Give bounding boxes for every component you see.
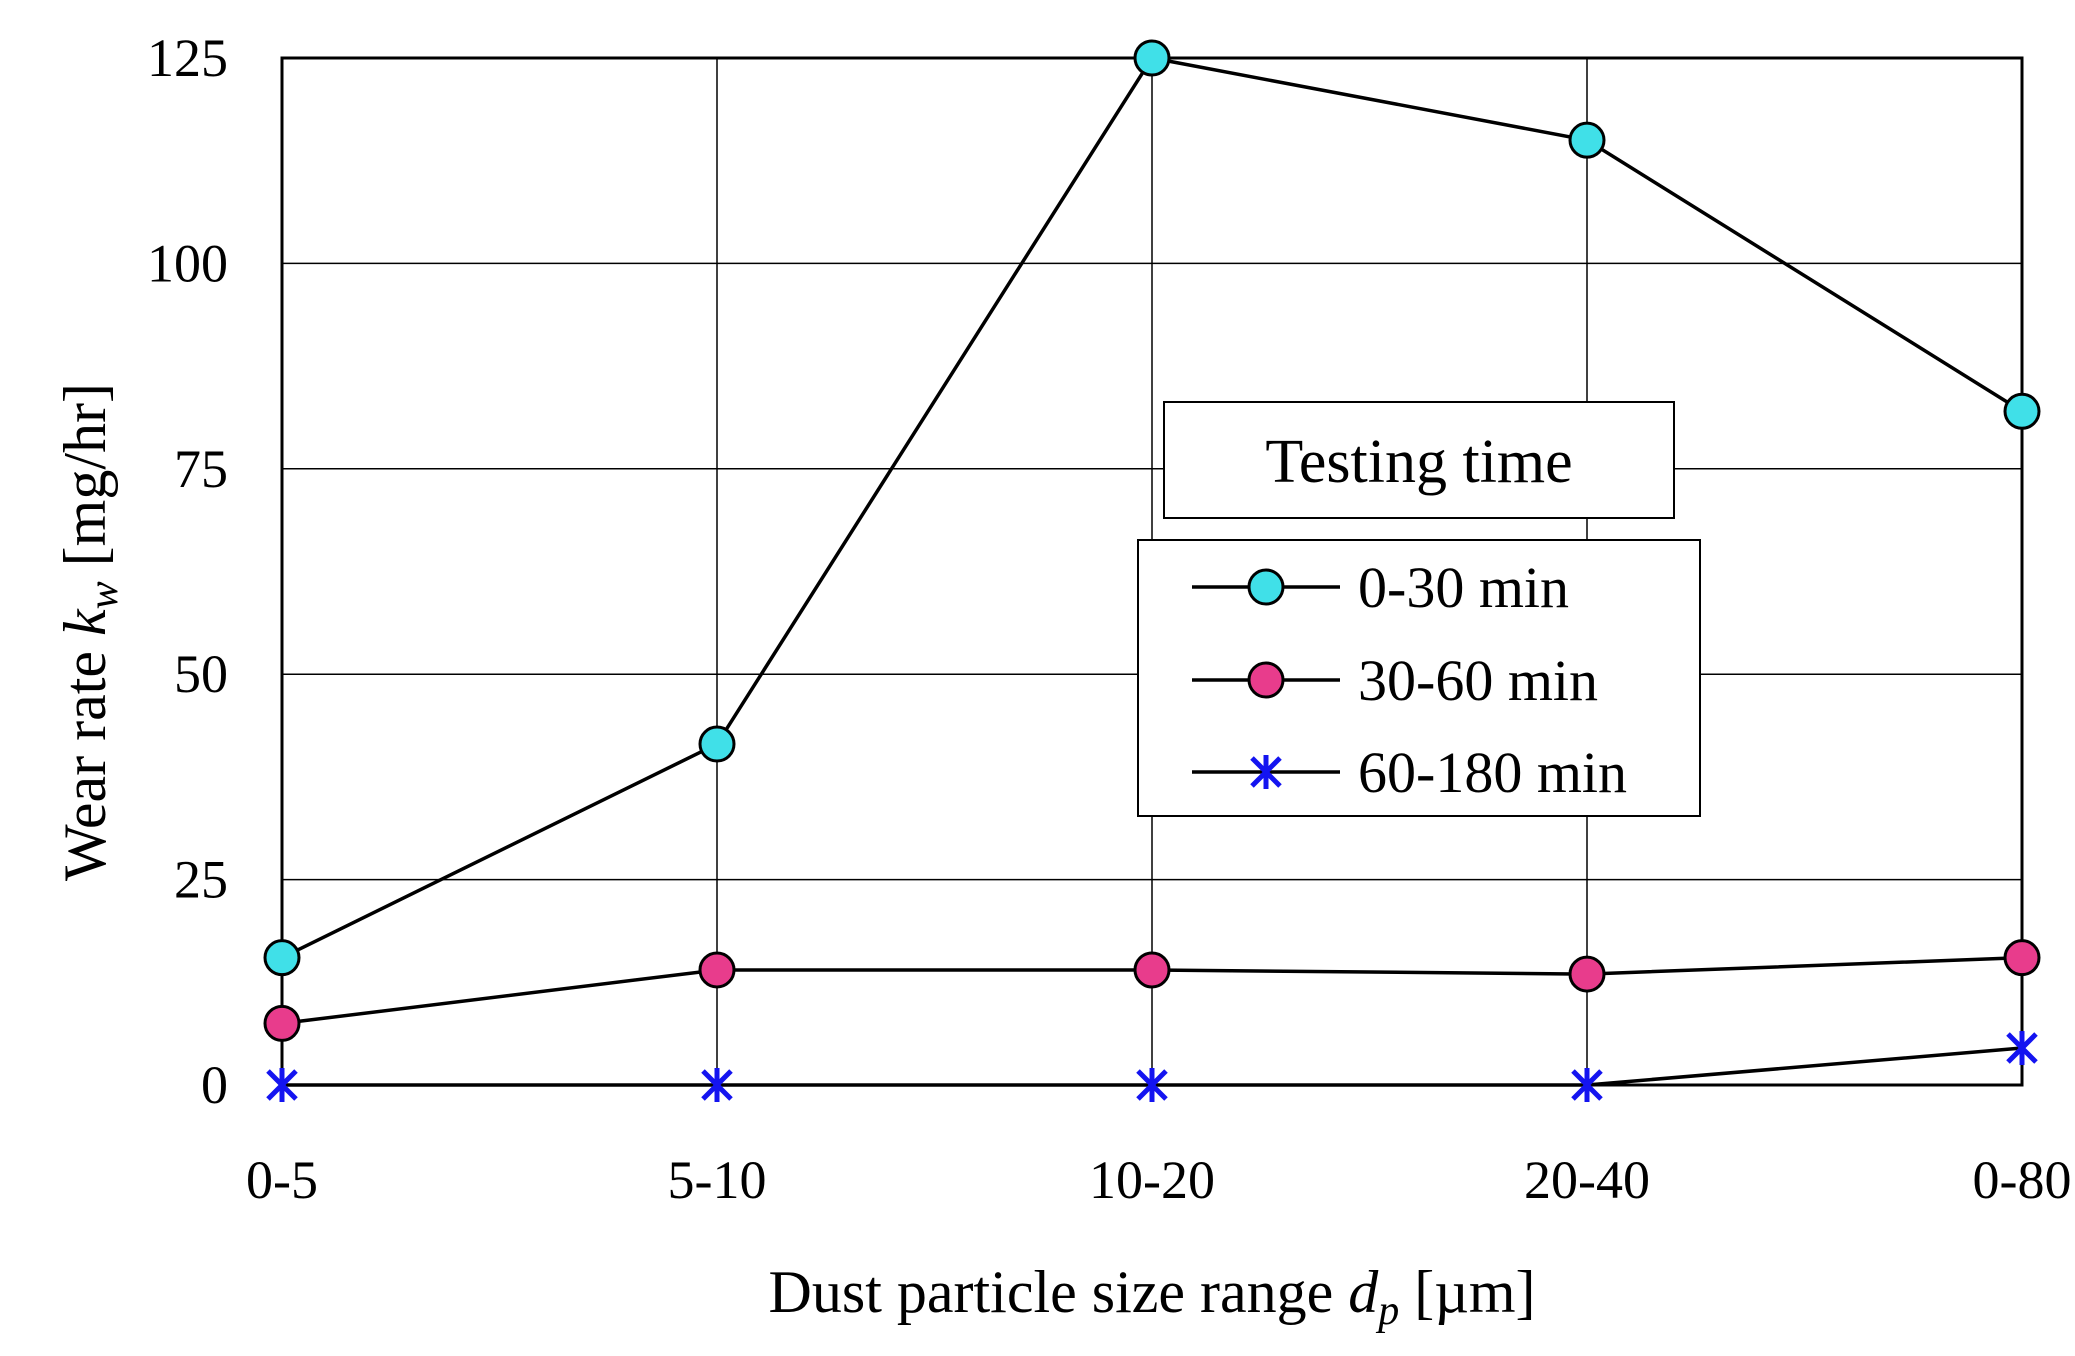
series-layer	[263, 39, 2041, 1102]
legend: 0-30 min 30-60 min 60-180 min	[1137, 539, 1701, 817]
data-point	[701, 1068, 733, 1102]
y-tick-label: 100	[147, 233, 228, 293]
legend-marker	[1247, 661, 1285, 699]
data-point	[1136, 1068, 1168, 1102]
data-point	[263, 1004, 301, 1042]
x-tick-label: 5-10	[668, 1150, 767, 1210]
y-axis-ticks: 0 25 50 75 100 125	[147, 28, 228, 1115]
legend-marker	[1250, 755, 1282, 789]
data-point	[1568, 121, 1606, 159]
series-0-30-min	[263, 39, 2041, 977]
data-point	[698, 725, 736, 763]
y-tick-label: 0	[201, 1055, 228, 1115]
series-60-180-min	[266, 1031, 2038, 1102]
legend-label: 30-60 min	[1358, 648, 1598, 713]
legend-title-box: Testing time	[1163, 401, 1675, 519]
data-point	[698, 951, 736, 989]
legend-item: 0-30 min	[1192, 555, 1569, 620]
legend-label: 60-180 min	[1358, 740, 1627, 805]
legend-marker	[1247, 568, 1285, 606]
data-point	[2003, 939, 2041, 977]
legend-title: Testing time	[1265, 428, 1572, 496]
y-tick-label: 125	[147, 28, 228, 88]
legend-title-frame	[1163, 401, 1675, 519]
legend-item: 30-60 min	[1192, 648, 1598, 713]
data-point	[1133, 951, 1171, 989]
x-tick-label: 20-40	[1524, 1150, 1650, 1210]
series-30-60-min	[263, 939, 2041, 1042]
y-tick-label: 50	[174, 644, 228, 704]
data-point	[266, 1068, 298, 1102]
x-axis-ticks: 0-5 5-10 10-20 20-40 0-80	[246, 1150, 2071, 1210]
x-tick-label: 0-5	[246, 1150, 318, 1210]
data-point	[2003, 392, 2041, 430]
legend-item: 60-180 min	[1192, 740, 1627, 805]
x-tick-label: 10-20	[1089, 1150, 1215, 1210]
data-point	[1133, 39, 1171, 77]
data-point	[263, 939, 301, 977]
data-point	[1571, 1068, 1603, 1102]
x-tick-label: 0-80	[1973, 1150, 2072, 1210]
legend-label: 0-30 min	[1358, 555, 1569, 620]
y-tick-label: 75	[174, 439, 228, 499]
x-axis-title: Dust particle size range dp [µm]	[769, 1259, 1536, 1334]
data-point	[2006, 1031, 2038, 1066]
y-axis-title: Wear rate kw [mg/hr]	[52, 383, 127, 881]
y-tick-label: 25	[174, 850, 228, 910]
data-point	[1568, 955, 1606, 993]
